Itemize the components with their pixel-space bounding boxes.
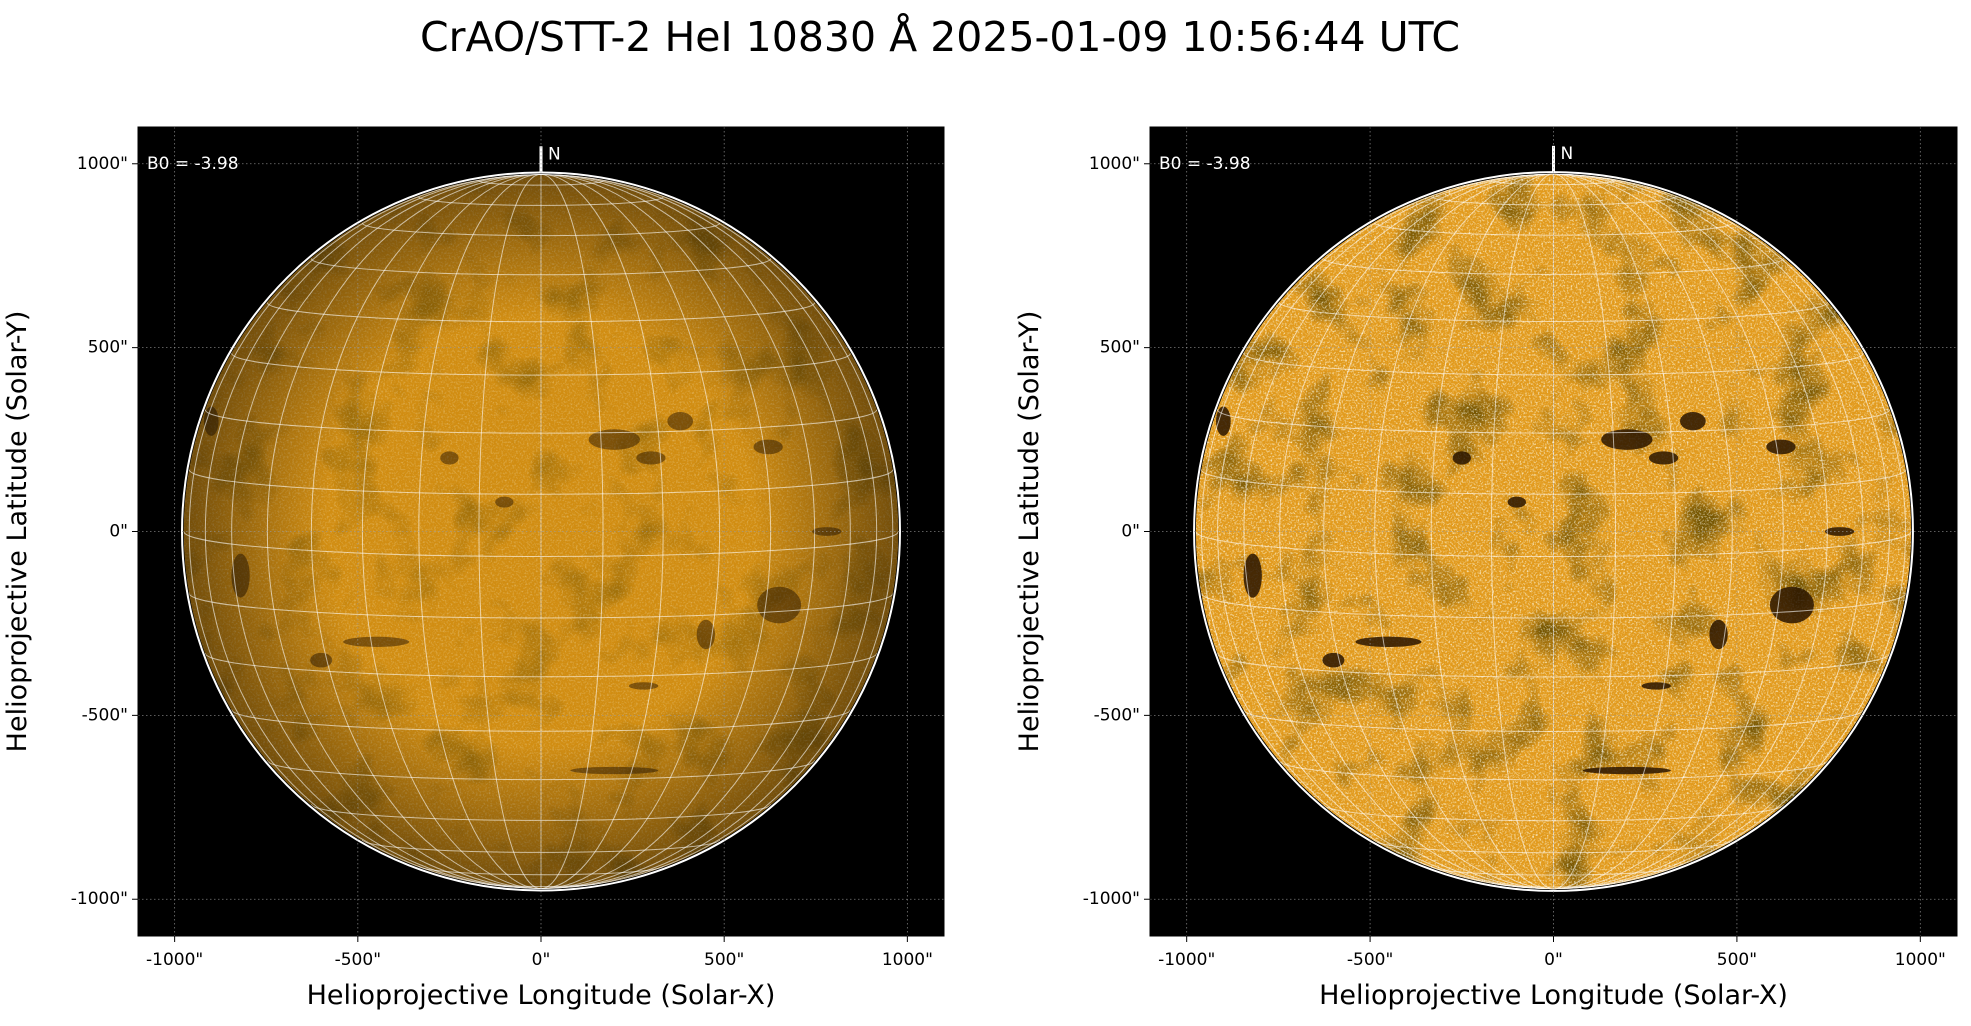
panel: N -1000" -500" 0" 500" 1000" -1000" -500" 0" 500"… xyxy=(2,126,945,1011)
parallel xyxy=(418,196,664,206)
meridian xyxy=(1323,173,1554,890)
y-tick-label: -500" xyxy=(82,705,128,725)
meridian xyxy=(1200,173,1554,890)
parallel xyxy=(188,593,894,619)
dark-feature xyxy=(1507,496,1526,508)
x-tick-label: 1000" xyxy=(1895,950,1946,970)
x-tick-label: -1000" xyxy=(146,950,203,970)
north-label: N xyxy=(1561,144,1574,164)
parallel xyxy=(478,881,604,888)
x-tick-label: 500" xyxy=(704,950,744,970)
x-tick-label: 0" xyxy=(532,950,551,970)
figure-title: CrAO/STT-2 HeI 10830 Å 2025-01-09 10:56:… xyxy=(420,13,1460,61)
x-axis-label: Helioprojective Longitude (Solar-X) xyxy=(307,980,776,1011)
parallel xyxy=(266,302,816,323)
x-tick-label: -1000" xyxy=(1158,950,1215,970)
parallel xyxy=(183,531,899,558)
y-tick-label: 1000" xyxy=(77,154,128,174)
parallel xyxy=(1200,593,1907,619)
y-axis-label: Helioprojective Latitude (Solar-Y) xyxy=(2,311,33,753)
x-tick-label: 500" xyxy=(1717,950,1757,970)
meridian xyxy=(1279,173,1554,890)
annotation: B0 = -3.98 xyxy=(1159,154,1251,174)
parallel xyxy=(188,469,894,495)
plot-frame xyxy=(137,126,945,937)
parallel xyxy=(1200,469,1907,495)
meridian xyxy=(231,174,542,889)
north-label: N xyxy=(548,144,561,164)
y-tick-label: 1000" xyxy=(1089,154,1140,174)
y-tick-label: -1000" xyxy=(1083,889,1140,909)
y-axis-label: Helioprojective Latitude (Solar-Y) xyxy=(1014,311,1045,753)
parallel xyxy=(1430,196,1677,206)
meridian xyxy=(188,174,542,889)
meridian xyxy=(1553,173,1907,890)
dark-feature xyxy=(1766,439,1796,455)
parallel xyxy=(418,865,664,876)
dark-feature xyxy=(1322,652,1345,668)
dark-feature xyxy=(1243,553,1262,598)
parallel xyxy=(1490,180,1617,186)
y-tick-label: -500" xyxy=(1094,705,1140,725)
meridian xyxy=(1553,173,1677,890)
meridian xyxy=(540,174,721,889)
plot-frame xyxy=(1149,126,1958,937)
parallel xyxy=(1195,531,1912,558)
parallel xyxy=(310,258,772,276)
meridian xyxy=(540,174,894,889)
dark-feature xyxy=(1648,451,1679,465)
y-tick-label: 0" xyxy=(1121,522,1140,542)
dark-feature xyxy=(1680,412,1706,431)
parallel xyxy=(204,653,878,678)
parallel xyxy=(1243,353,1864,376)
parallel xyxy=(1216,653,1891,678)
x-tick-label: 0" xyxy=(1544,950,1563,970)
y-tick-label: 0" xyxy=(109,522,128,542)
parallel xyxy=(1216,409,1891,434)
x-tick-label: 1000" xyxy=(882,950,933,970)
x-tick-label: -500" xyxy=(335,950,381,970)
panel: N -1000" -500" 0" 500" 1000" -1000" -500" 0" 500"… xyxy=(1014,126,1958,1011)
meridian xyxy=(1243,173,1554,890)
dark-feature xyxy=(1641,682,1671,690)
dark-feature xyxy=(1582,766,1671,775)
parallel xyxy=(1323,258,1784,275)
dark-feature xyxy=(1216,406,1231,436)
annotation: B0 = -3.98 xyxy=(147,154,239,174)
y-tick-label: 500" xyxy=(1100,338,1140,358)
parallel xyxy=(478,180,604,186)
parallel xyxy=(1279,302,1828,322)
dark-feature xyxy=(1452,451,1471,465)
y-tick-label: 500" xyxy=(88,338,128,358)
x-axis-label: Helioprojective Longitude (Solar-X) xyxy=(1319,980,1788,1011)
parallel xyxy=(204,409,878,434)
y-tick-label: -1000" xyxy=(71,889,128,909)
parallel xyxy=(1374,840,1733,854)
dark-feature xyxy=(1769,586,1814,624)
x-tick-label: -500" xyxy=(1347,950,1393,970)
meridian xyxy=(1553,173,1733,890)
dark-feature xyxy=(1355,636,1422,647)
meridian xyxy=(1553,173,1617,890)
parallel xyxy=(1323,804,1784,822)
dark-feature xyxy=(1824,527,1855,536)
parallel xyxy=(1490,882,1617,888)
